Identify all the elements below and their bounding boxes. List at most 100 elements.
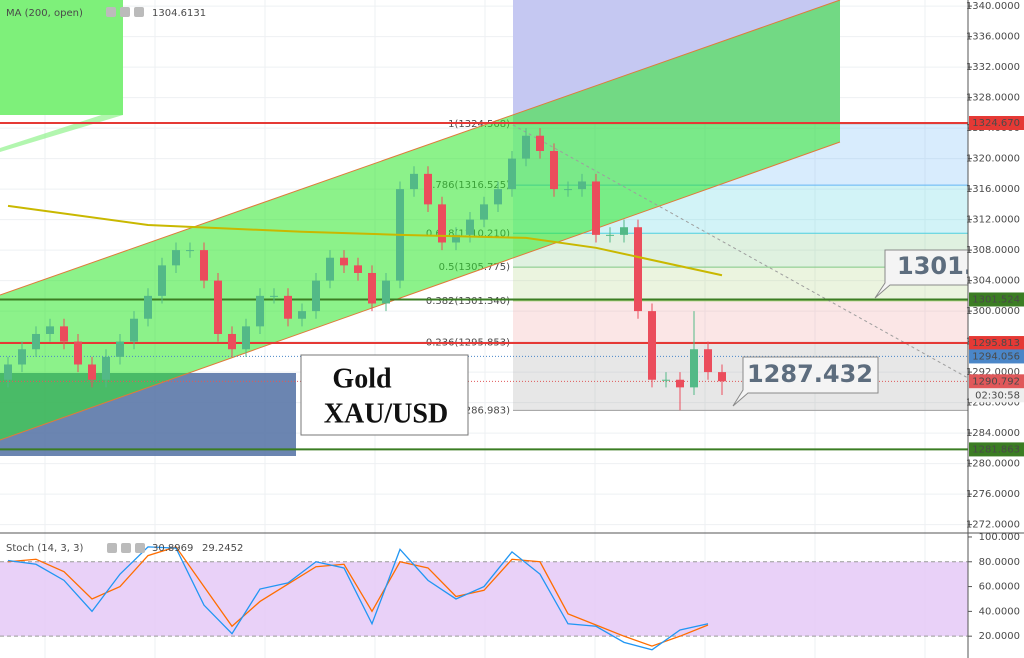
price-badge-label: 1301.524 (972, 294, 1020, 305)
y-tick-label: 60.0000 (979, 582, 1020, 593)
icon[interactable] (134, 7, 144, 17)
price-badge-label: 1295.813 (972, 338, 1020, 349)
candle-body (382, 280, 390, 304)
candle-body (410, 173, 418, 190)
candle-body (620, 227, 628, 235)
y-tick-label: 1292.0000 (966, 367, 1020, 378)
candle-body (116, 341, 124, 357)
y-tick-label: 1284.0000 (966, 428, 1020, 439)
title-box (300, 354, 469, 436)
channel-edge (0, 141, 841, 441)
y-tick-label: 1328.0000 (966, 93, 1020, 104)
fib-label: 0.382(1301.340) (426, 296, 510, 307)
stoch-value: 29.2452 (202, 543, 243, 554)
candle-body (648, 311, 656, 380)
ma-value: 1304.6131 (152, 8, 206, 19)
candle-body (718, 372, 726, 382)
ma-line (7, 204, 723, 277)
y-tick-label: 40.0000 (979, 606, 1020, 617)
candle-body (158, 265, 166, 296)
stoch-panel (0, 546, 968, 651)
candle-body (354, 265, 362, 273)
candle-body (88, 364, 96, 380)
price-badge (969, 442, 1024, 457)
candle-body (4, 364, 12, 380)
candle-body (214, 280, 222, 334)
candle-body (200, 250, 208, 281)
y-tick-label: 1272.0000 (966, 520, 1020, 531)
fib-band (513, 342, 968, 411)
candle-body (368, 272, 376, 304)
fib-band (513, 300, 968, 343)
y-tick-label: 1276.0000 (966, 489, 1020, 500)
y-tick-label: 1280.0000 (966, 459, 1020, 470)
candle-body (46, 326, 54, 334)
ma-legend: MA (200, open) (6, 8, 83, 19)
candle-body (130, 318, 138, 342)
y-tick-label: 100.000 (979, 532, 1020, 543)
stoch-line (7, 546, 709, 651)
candle-body (74, 341, 82, 365)
candle-body (340, 257, 348, 266)
fib-label: 0(1286.983) (448, 405, 510, 416)
price-badge-label: 1281.863 (972, 444, 1020, 455)
candle-body (606, 234, 614, 236)
channel-edge (0, 0, 841, 296)
y-tick-label: 1300.0000 (966, 306, 1020, 317)
y-tick-label: 1304.0000 (966, 276, 1020, 287)
candle-body (578, 181, 586, 190)
price-badge-label: 1290.792 (972, 376, 1020, 387)
icon[interactable] (121, 543, 131, 553)
candle-body (326, 257, 334, 281)
price-badge (969, 336, 1024, 351)
y-tick-label: 1340.0000 (966, 1, 1020, 12)
candle-body (494, 189, 502, 205)
price-badge (969, 292, 1024, 307)
callout-box (732, 356, 879, 407)
icon[interactable] (106, 7, 116, 17)
price-badge-label: 1294.056 (972, 351, 1020, 362)
annotations: Gold XAU/USD 1287.432 1301.6 (300, 249, 990, 436)
candle-body (550, 150, 558, 190)
candle-body (452, 234, 460, 243)
candle-body (676, 379, 684, 388)
icon[interactable] (107, 543, 117, 553)
candle-body (284, 295, 292, 319)
icon[interactable] (135, 543, 145, 553)
candle-body (186, 250, 194, 252)
candle-body (466, 219, 474, 235)
candle-body (522, 135, 530, 159)
candle-body (312, 280, 320, 312)
channel-fill (0, 0, 123, 115)
y-tick-label: 80.0000 (979, 557, 1020, 568)
price-badge (969, 349, 1024, 364)
candle-body (256, 295, 264, 327)
y-tick-label: 1312.0000 (966, 215, 1020, 226)
candle-body (564, 189, 572, 191)
y-tick-label: 20.0000 (979, 631, 1020, 642)
fib-label: 1(1324.568) (448, 119, 510, 130)
callout-text: 1287.432 (747, 360, 873, 388)
title-line: Gold (332, 363, 392, 394)
candle-body (102, 356, 110, 380)
stoch-legend: Stoch (14, 3, 3) (6, 543, 83, 554)
candle-body (298, 311, 306, 319)
y-tick-label: 1308.0000 (966, 245, 1020, 256)
candle-body (704, 349, 712, 373)
candle-body (424, 173, 432, 205)
price-badge-label: 1324.670 (972, 118, 1020, 129)
icon[interactable] (120, 7, 130, 17)
y-tick-label: 1320.0000 (966, 154, 1020, 165)
candle-body (536, 135, 544, 151)
y-tick-label: 1316.0000 (966, 184, 1020, 195)
candle-body (480, 204, 488, 220)
stoch-band (0, 561, 968, 637)
channel-fill (0, 0, 840, 440)
candle-body (662, 379, 670, 381)
marks (4, 128, 726, 411)
candle-body (60, 326, 68, 342)
candle-body (270, 295, 278, 297)
title-line: XAU/USD (324, 398, 448, 429)
price-badge (969, 374, 1024, 389)
channel-fill (0, 108, 123, 152)
